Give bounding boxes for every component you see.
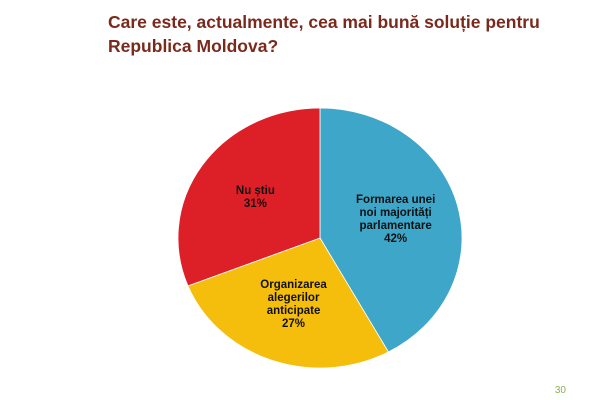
chart-title: Care este, actualmente, cea mai bună sol… bbox=[108, 12, 540, 56]
category-label: Organizarea alegerilor anticipate bbox=[260, 279, 327, 318]
value-label: 42% bbox=[384, 233, 408, 246]
pie-slice bbox=[177, 107, 321, 287]
value-label: 31% bbox=[243, 197, 267, 210]
category-label: Nu știu bbox=[235, 184, 275, 197]
slice-label: Formarea unei noi majorități parlamentar… bbox=[350, 194, 442, 246]
slice-label: Nu știu 31% bbox=[220, 185, 290, 211]
value-label: 27% bbox=[282, 318, 306, 331]
page-number: 30 bbox=[554, 385, 566, 396]
category-label: Formarea unei noi majorități parlamentar… bbox=[356, 194, 436, 233]
pie-slice bbox=[187, 237, 389, 369]
pie-slice bbox=[319, 107, 463, 353]
slice-label: Organizarea alegerilor anticipate 27% bbox=[253, 279, 335, 331]
